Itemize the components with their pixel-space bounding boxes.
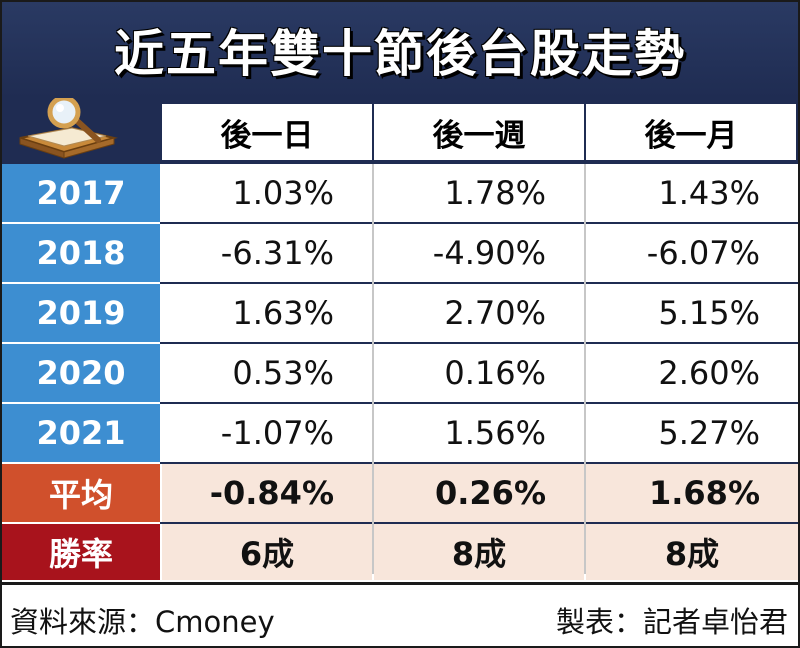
table-cell: -6.07% xyxy=(646,234,760,272)
magnifier-book-icon xyxy=(19,95,118,159)
table-cell: 2.60% xyxy=(658,354,760,392)
row-label: 2017 xyxy=(2,164,160,222)
table-row: 2019 1.63% 2.70% 5.15% xyxy=(2,284,798,342)
row-divider xyxy=(160,222,798,224)
header-row: 後一日 後一週 後一月 xyxy=(2,95,798,164)
table-cell: -6.31% xyxy=(220,234,334,272)
table-cell: 0.16% xyxy=(444,354,546,392)
average-row: 平均 -0.84% 0.26% 1.68% xyxy=(2,464,798,522)
column-divider xyxy=(372,164,374,574)
row-divider xyxy=(160,342,798,344)
footer: 資料來源：Cmoney 製表：記者卓怡君 xyxy=(2,582,798,646)
credit-note: 製表：記者卓怡君 xyxy=(555,605,788,639)
row-label: 勝率 xyxy=(2,524,160,580)
row-divider xyxy=(160,462,798,464)
table-row: 2021 -1.07% 1.56% 5.27% xyxy=(2,404,798,462)
table-row: 2017 1.03% 1.78% 1.43% xyxy=(2,164,798,222)
table-cell: 6成 xyxy=(162,524,372,580)
title-bar: 近五年雙十節後台股走勢 xyxy=(2,2,798,98)
table-row: 2018 -6.31% -4.90% -6.07% xyxy=(2,224,798,282)
row-label: 2020 xyxy=(2,344,160,402)
table-cell: 5.15% xyxy=(658,294,760,332)
table-cell: 0.53% xyxy=(232,354,334,392)
column-header-next-month: 後一月 xyxy=(586,104,796,160)
win-rate-row: 勝率 6成 8成 8成 xyxy=(2,524,798,580)
table-cell: 1.78% xyxy=(444,174,546,212)
row-divider xyxy=(160,522,798,524)
table-cell: 8成 xyxy=(374,524,584,580)
row-label: 平均 xyxy=(2,464,160,522)
row-label: 2018 xyxy=(2,224,160,282)
page-title: 近五年雙十節後台股走勢 xyxy=(114,25,686,83)
table-cell: 1.56% xyxy=(444,414,546,452)
table-cell: -1.07% xyxy=(220,414,334,452)
table-cell: 1.03% xyxy=(232,174,334,212)
column-divider xyxy=(584,164,586,574)
table-cell: 1.43% xyxy=(658,174,760,212)
corner-cell xyxy=(2,95,160,164)
table-cell: 5.27% xyxy=(658,414,760,452)
row-divider xyxy=(160,402,798,404)
source-note: 資料來源：Cmoney xyxy=(10,605,275,639)
row-label: 2019 xyxy=(2,284,160,342)
table-row: 2020 0.53% 0.16% 2.60% xyxy=(2,344,798,402)
table-cell: 8成 xyxy=(586,524,798,580)
column-header-next-week: 後一週 xyxy=(374,104,584,160)
table-cell: -0.84% xyxy=(162,464,372,522)
table-cell: -4.90% xyxy=(432,234,546,272)
table-cell: 1.63% xyxy=(232,294,334,332)
row-divider xyxy=(160,282,798,284)
table-cell: 0.26% xyxy=(374,464,584,522)
row-label: 2021 xyxy=(2,404,160,462)
column-header-next-day: 後一日 xyxy=(162,104,372,160)
table-cell: 1.68% xyxy=(586,464,798,522)
table-cell: 2.70% xyxy=(444,294,546,332)
